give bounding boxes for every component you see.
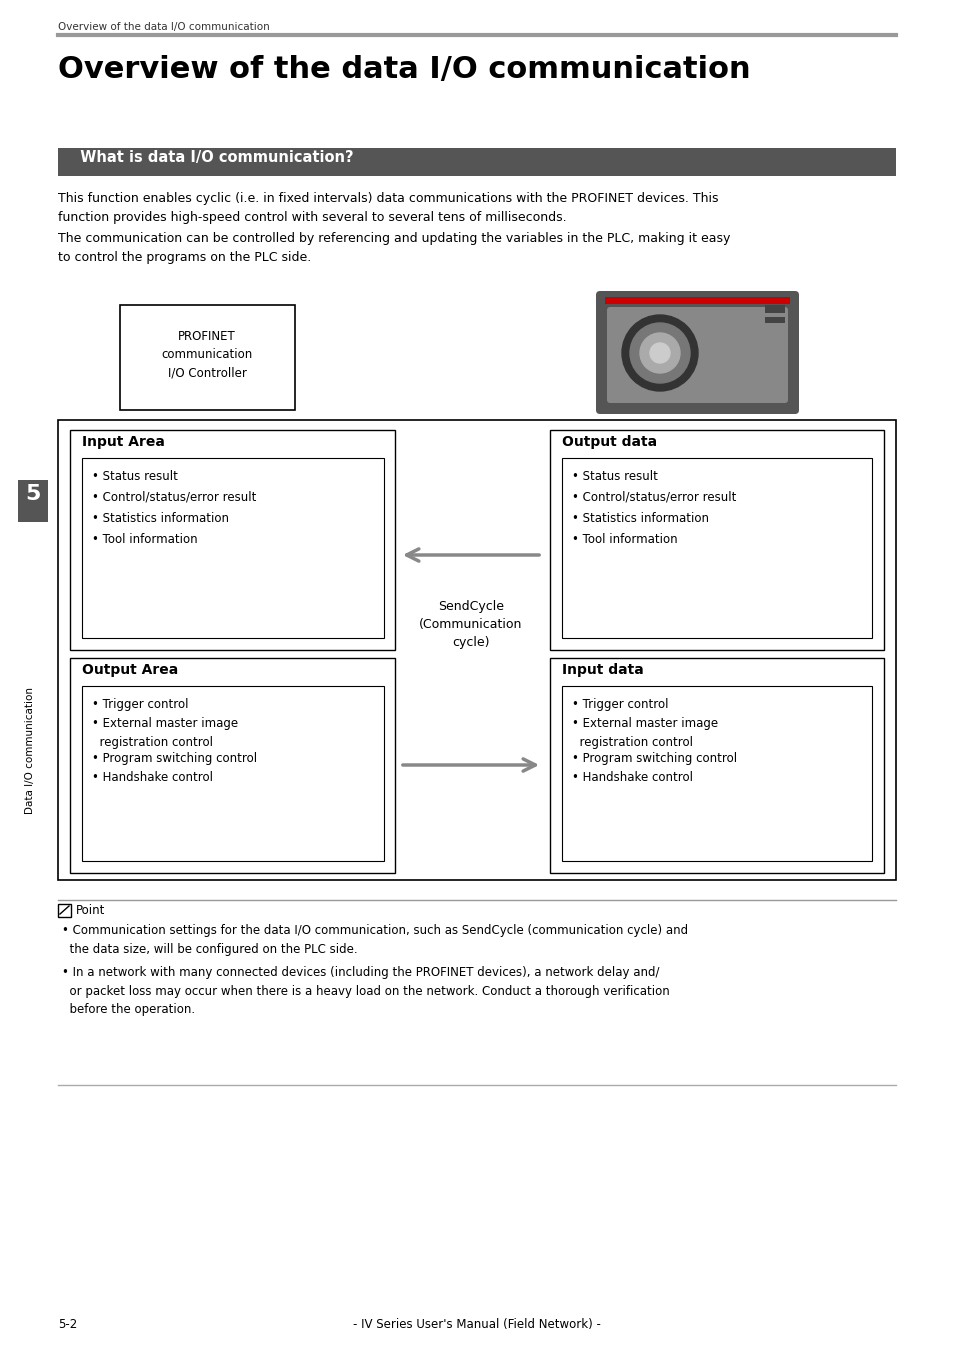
Text: 5: 5 [26, 484, 41, 504]
Text: registration control: registration control [572, 736, 692, 749]
Bar [70, 658, 395, 874]
Text: • Statistics information: • Statistics information [572, 512, 708, 524]
Text: • Handshake control: • Handshake control [572, 771, 692, 785]
Text: Input Area: Input Area [82, 435, 165, 449]
Text: 5-2: 5-2 [58, 1318, 77, 1330]
Text: Output data: Output data [561, 435, 657, 449]
Bar [58, 905, 71, 917]
Text: PROFINET
communication
I/O Controller: PROFINET communication I/O Controller [161, 330, 253, 379]
Text: - IV Series User's Manual (Field Network) -: - IV Series User's Manual (Field Network… [353, 1318, 600, 1330]
Text: The communication can be controlled by referencing and updating the variables in: The communication can be controlled by r… [58, 232, 730, 263]
Circle shape [629, 324, 689, 383]
Bar [58, 421, 895, 880]
Text: Input data: Input data [561, 663, 643, 677]
Text: • Program switching control: • Program switching control [572, 752, 737, 766]
Bar [120, 305, 294, 410]
Text: • In a network with many connected devices (including the PROFINET devices), a n: • In a network with many connected devic… [62, 967, 669, 1016]
FancyBboxPatch shape [606, 307, 787, 403]
Bar [82, 458, 384, 638]
Text: • Status result: • Status result [572, 470, 658, 483]
Text: • Communication settings for the data I/O communication, such as SendCycle (comm: • Communication settings for the data I/… [62, 923, 687, 956]
Text: • Statistics information: • Statistics information [91, 512, 229, 524]
Bar [550, 658, 883, 874]
Text: • Program switching control: • Program switching control [91, 752, 257, 766]
Text: Overview of the data I/O communication: Overview of the data I/O communication [58, 22, 270, 32]
Bar [561, 458, 871, 638]
Text: Point: Point [76, 905, 105, 917]
Text: • Control/status/error result: • Control/status/error result [91, 491, 256, 504]
Text: • Tool information: • Tool information [572, 532, 677, 546]
Text: • Tool information: • Tool information [91, 532, 197, 546]
Bar [764, 305, 784, 313]
Bar [561, 686, 871, 861]
Bar [18, 480, 48, 522]
FancyBboxPatch shape [596, 291, 799, 414]
Text: • Handshake control: • Handshake control [91, 771, 213, 785]
Text: • Trigger control: • Trigger control [572, 698, 668, 710]
Text: • Trigger control: • Trigger control [91, 698, 189, 710]
Text: • Control/status/error result: • Control/status/error result [572, 491, 736, 504]
Text: SendCycle
(Communication
cycle): SendCycle (Communication cycle) [419, 600, 522, 648]
Text: • Status result: • Status result [91, 470, 177, 483]
Bar [82, 686, 384, 861]
Bar [550, 430, 883, 650]
Text: This function enables cyclic (i.e. in fixed intervals) data communications with : This function enables cyclic (i.e. in fi… [58, 191, 718, 224]
Text: registration control: registration control [91, 736, 213, 749]
Text: • External master image: • External master image [572, 717, 718, 731]
Circle shape [649, 342, 669, 363]
Circle shape [639, 333, 679, 373]
Text: Output Area: Output Area [82, 663, 178, 677]
Text: Overview of the data I/O communication: Overview of the data I/O communication [58, 55, 750, 84]
Bar [58, 148, 895, 177]
Bar [764, 317, 784, 324]
Bar [604, 297, 789, 305]
Bar [70, 430, 395, 650]
Circle shape [621, 315, 698, 391]
Text: • External master image: • External master image [91, 717, 238, 731]
Text: Data I/O communication: Data I/O communication [25, 686, 35, 813]
Text: What is data I/O communication?: What is data I/O communication? [70, 150, 354, 164]
